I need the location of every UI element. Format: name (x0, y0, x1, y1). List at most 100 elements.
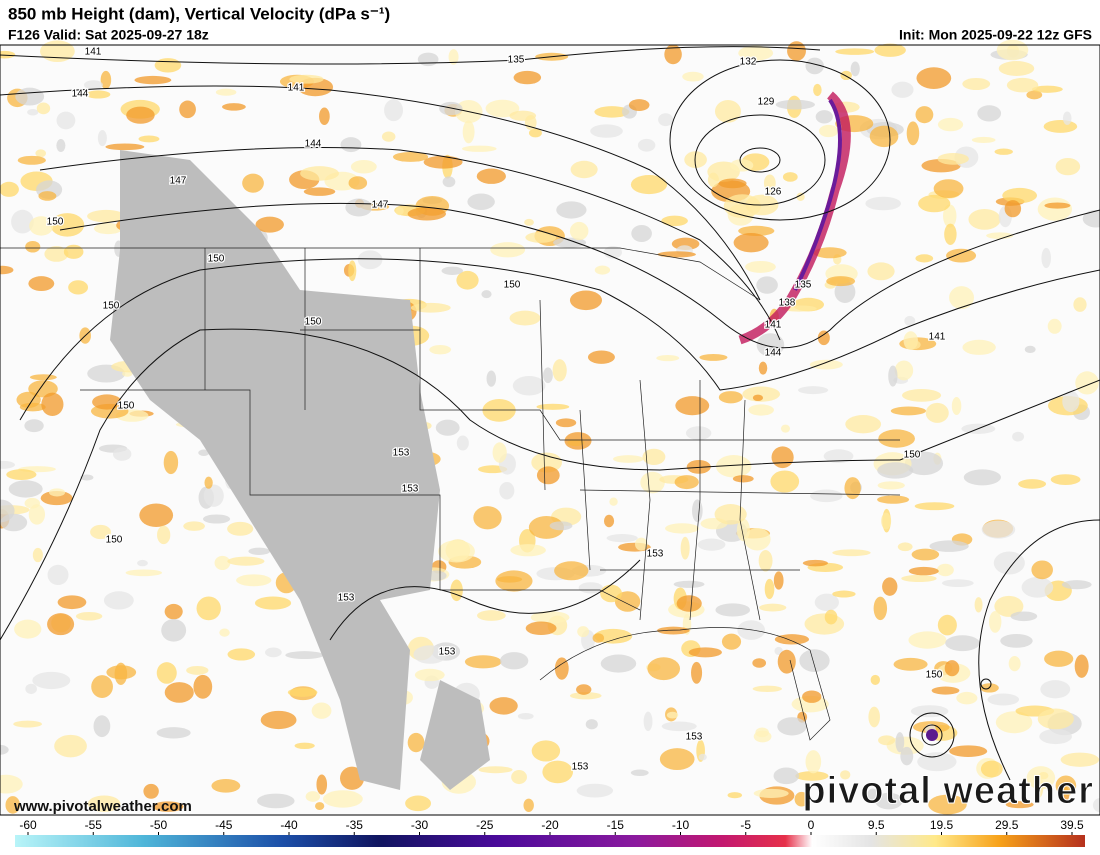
shade-blob (877, 462, 914, 479)
shade-blob (1082, 209, 1100, 228)
contour-label: 150 (47, 217, 64, 228)
shade-blob (674, 475, 699, 490)
shade-blob (753, 788, 789, 798)
shade-blob (742, 386, 781, 402)
shade-blob (875, 792, 903, 810)
shade-blob (893, 657, 928, 671)
shade-blob (840, 770, 851, 780)
shade-blob (603, 514, 615, 528)
shade-blob (878, 735, 896, 746)
contour-label: 150 (103, 301, 120, 312)
shade-blob (512, 376, 546, 396)
shade-blob (126, 106, 155, 124)
shade-blob (345, 198, 373, 217)
colorbar-tick-label: -55 (85, 818, 103, 832)
contour-label: 135 (508, 55, 525, 66)
shade-blob (775, 99, 815, 110)
shade-blob (688, 647, 722, 658)
shade-blob (161, 618, 187, 642)
shade-blob (748, 404, 774, 416)
shade-blob (1008, 656, 1021, 672)
shade-blob (85, 90, 111, 99)
shade-blob (752, 658, 767, 668)
shade-blob (322, 790, 363, 808)
shade-blob (340, 137, 362, 153)
shade-blob (407, 732, 425, 753)
shade-blob (29, 374, 57, 381)
shade-blob (682, 71, 704, 82)
shade-blob (1075, 371, 1099, 395)
shade-blob (1074, 654, 1089, 678)
shade-blob (1062, 390, 1080, 413)
colorbar-tick-label: -35 (346, 818, 364, 832)
shade-blob (698, 753, 707, 761)
shade-blob (40, 490, 73, 506)
shade-blob (315, 802, 325, 810)
shade-blob (198, 449, 210, 456)
shade-blob (813, 247, 847, 259)
shade-blob (994, 148, 1013, 155)
shade-blob (186, 665, 209, 675)
shade-blob (826, 276, 856, 287)
shade-blob (1039, 728, 1072, 745)
shade-blob (489, 697, 518, 715)
shade-blob (429, 345, 452, 355)
shade-blob (661, 215, 688, 227)
shade-blob (311, 702, 332, 719)
shade-blob (824, 609, 838, 625)
shade-blob (303, 187, 336, 196)
shade-blob (576, 783, 614, 798)
shade-blob (1024, 345, 1036, 353)
colorbar-tick-label: -45 (215, 818, 233, 832)
shade-blob (951, 397, 962, 416)
title: 850 mb Height (dam), Vertical Velocity (… (8, 4, 390, 23)
colorbar-tick-label: 9.5 (868, 818, 885, 832)
shade-blob (47, 564, 69, 586)
shade-blob (164, 682, 194, 703)
shade-blob (482, 398, 516, 422)
shade-blob (15, 87, 45, 106)
shade-blob (14, 619, 42, 639)
shade-blob (744, 528, 771, 551)
map-frame (0, 44, 1100, 816)
shade-blob (1047, 318, 1062, 334)
shade-blob (941, 579, 974, 588)
shade-blob (553, 237, 587, 248)
init-time: Init: Mon 2025-09-22 12z GFS (899, 27, 1092, 43)
shade-blob (809, 359, 843, 370)
shade-blob (758, 361, 768, 375)
colorbar-tick-label: -60 (19, 818, 37, 832)
shade-blob (686, 459, 711, 474)
shade-blob (28, 276, 55, 292)
shade-blob (718, 391, 743, 404)
shade-blob (492, 442, 507, 463)
shade-blob (813, 83, 822, 97)
shade-blob (640, 471, 665, 494)
shade-blob (27, 108, 39, 116)
shade-blob (80, 474, 94, 481)
shade-blob (780, 424, 791, 433)
shade-blob (0, 50, 16, 59)
shade-blob (1044, 650, 1074, 667)
colorbar-tick-label: 39.5 (1060, 818, 1084, 832)
shade-blob (476, 168, 506, 184)
shade-blob (543, 367, 553, 384)
shade-blob (576, 684, 592, 695)
shade-blob (536, 403, 570, 410)
shade-blob (818, 124, 839, 138)
shade-blob (93, 223, 123, 235)
shade-blob (577, 626, 590, 638)
storm-core (926, 729, 938, 741)
shade-blob (777, 717, 807, 736)
shade-blob (904, 451, 944, 476)
shade-blob (777, 649, 796, 674)
shade-blob (525, 621, 557, 636)
shade-blob (977, 105, 1002, 122)
shade-blob (685, 426, 712, 440)
shade-blob (215, 88, 237, 96)
shade-blob (485, 99, 520, 118)
shade-blob (36, 102, 51, 115)
shade-blob (384, 99, 404, 122)
shade-blob (901, 574, 937, 583)
shade-blob (509, 310, 541, 326)
